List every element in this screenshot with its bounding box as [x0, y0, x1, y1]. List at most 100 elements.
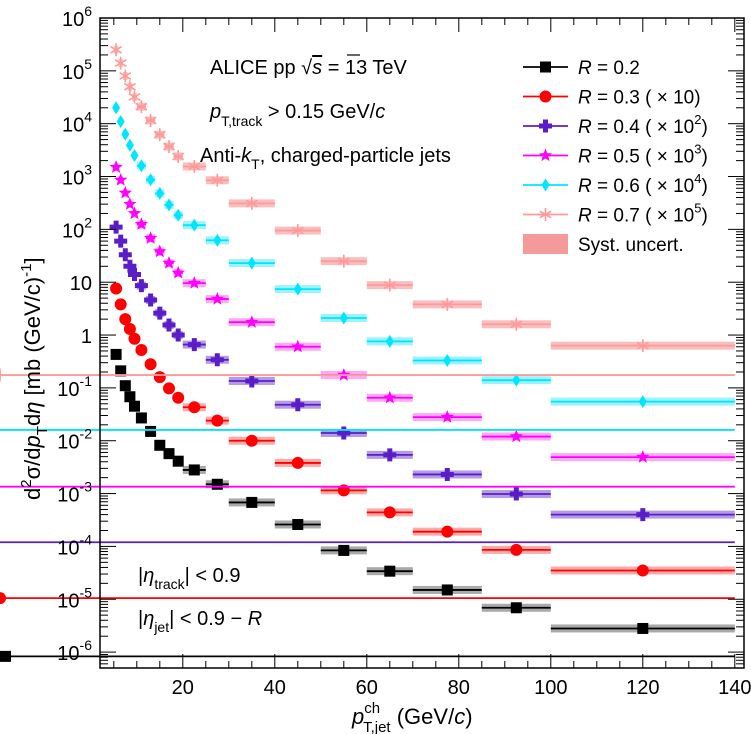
- data-point-asterisk: [128, 90, 141, 104]
- data-point-star: [636, 450, 650, 463]
- asterisk-stroke: [188, 162, 201, 171]
- y-tick-labels: 10610510410310210110-110-210-310-410-510…: [57, 3, 92, 665]
- asterisk-stroke: [383, 281, 396, 290]
- x-tick-label: 140: [718, 677, 751, 699]
- track-cut-label: pT,track > 0.15 GeV/c: [209, 101, 385, 129]
- data-point-cross: [118, 248, 132, 262]
- eta-jet-cut-label: |ηjet| < 0.9 − R: [138, 608, 262, 635]
- asterisk-stroke: [441, 300, 454, 309]
- x-tick-label: 120: [626, 677, 659, 699]
- y-tick-label: 104: [62, 109, 92, 137]
- data-point-asterisk: [135, 100, 148, 114]
- data-point-circle: [153, 371, 166, 384]
- data-point-asterisk: [188, 159, 201, 173]
- data-point-diamond: [512, 373, 521, 387]
- legend-label: R = 0.3 ( × 10): [578, 88, 701, 109]
- data-point-cross: [337, 426, 351, 440]
- data-point-square: [637, 622, 649, 634]
- data-point-star: [114, 172, 128, 186]
- data-point-square: [510, 602, 522, 614]
- series-diamond: [0, 101, 735, 431]
- asterisk-stroke: [510, 320, 523, 329]
- data-point-circle: [163, 382, 175, 395]
- data-point-square: [441, 584, 453, 596]
- data-point-circle: [135, 344, 148, 357]
- data-point-circle: [245, 434, 258, 447]
- series-square: [0, 348, 735, 662]
- data-point-cross: [144, 293, 158, 307]
- asterisk-stroke: [153, 130, 166, 139]
- data-point-asterisk: [114, 56, 127, 70]
- series-asterisk: [0, 43, 735, 382]
- y-tick-label: 103: [62, 162, 92, 190]
- y-tick-label: 10-3: [57, 479, 92, 507]
- series-star: [0, 160, 735, 488]
- data-point-asterisk: [245, 196, 258, 210]
- asterisk-stroke: [110, 45, 123, 54]
- data-point-cross: [636, 508, 650, 522]
- y-tick-label: 10: [70, 273, 92, 295]
- data-point-star: [210, 292, 224, 305]
- data-point-cross: [153, 306, 167, 320]
- data-point-star: [538, 148, 553, 162]
- data-point-asterisk: [123, 80, 136, 94]
- data-point-asterisk: [172, 149, 185, 163]
- data-point-circle: [128, 332, 141, 345]
- data-point-cross: [123, 259, 137, 273]
- data-point-diamond: [165, 198, 173, 212]
- data-point-circle: [539, 90, 552, 103]
- x-tick-label: 40: [264, 677, 286, 699]
- data-point-diamond: [385, 334, 394, 348]
- data-point-square: [292, 518, 304, 530]
- asterisk-stroke: [123, 82, 136, 91]
- data-point-square: [145, 425, 157, 437]
- legend-syst-label: Syst. uncert.: [578, 235, 684, 256]
- data-point-square: [154, 439, 166, 451]
- asterisk-stroke: [114, 59, 127, 68]
- data-point-diamond: [339, 311, 348, 325]
- asterisk-stroke: [636, 341, 649, 350]
- legend: R = 0.2 R = 0.3 ( × 10) R = 0.4 ( × 102) R …: [523, 58, 708, 256]
- data-point-cross: [134, 279, 148, 293]
- data-point-cross: [291, 398, 305, 412]
- data-point-cross: [509, 487, 523, 501]
- data-point-cross: [171, 328, 185, 342]
- data-point-circle: [144, 358, 157, 371]
- legend-label: R = 0.5 ( × 103): [578, 142, 708, 168]
- data-point-diamond: [125, 138, 134, 152]
- data-point-star: [383, 390, 397, 404]
- data-point-asterisk: [383, 278, 396, 292]
- y-tick-label: 102: [62, 214, 92, 242]
- data-point-asterisk: [441, 297, 454, 311]
- y-tick-label: 10-5: [57, 584, 92, 612]
- asterisk-stroke: [128, 93, 141, 101]
- data-point-asterisk: [510, 317, 523, 331]
- data-point-star: [187, 276, 201, 289]
- data-point-diamond: [213, 233, 222, 247]
- data-point-square: [0, 650, 11, 662]
- x-tick-label: 60: [356, 677, 378, 699]
- data-point-star: [118, 185, 132, 199]
- data-point-asterisk: [119, 69, 132, 83]
- data-point-star: [291, 339, 305, 353]
- y-tick-label: 106: [62, 3, 92, 31]
- data-point-diamond: [638, 395, 647, 409]
- data-point-asterisk: [110, 43, 123, 57]
- data-point-square: [188, 464, 200, 476]
- data-point-cross: [383, 448, 397, 462]
- data-point-asterisk: [144, 113, 157, 127]
- series-cross: [0, 220, 735, 544]
- data-point-cross: [245, 374, 259, 388]
- data-point-circle: [188, 401, 201, 414]
- data-point-square: [163, 448, 175, 460]
- data-point-circle: [636, 564, 649, 577]
- data-point-star: [143, 231, 158, 244]
- data-point-diamond: [130, 148, 139, 162]
- algorithm-label: Anti-kT, charged-particle jets: [200, 145, 451, 172]
- asterisk-stroke: [162, 142, 176, 151]
- data-point-square: [211, 478, 223, 490]
- data-points-layer: [0, 43, 735, 662]
- data-point-square: [124, 391, 136, 403]
- data-point-asterisk: [153, 128, 166, 142]
